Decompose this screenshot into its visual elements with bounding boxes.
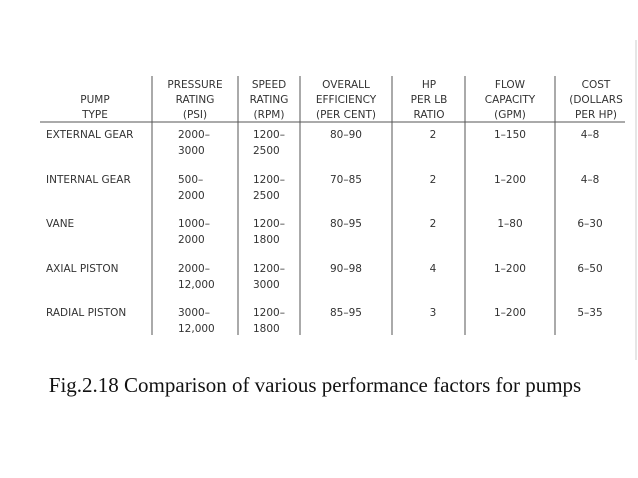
table-cell: 80–95 bbox=[330, 218, 362, 230]
table-cell: 6–30 bbox=[577, 218, 602, 230]
header-cell: OVERALL bbox=[322, 79, 370, 91]
table-cell: 1200– bbox=[253, 174, 285, 186]
header-cell: CAPACITY bbox=[485, 94, 536, 106]
header-cell: RATING bbox=[250, 94, 289, 106]
header-cell: (PSI) bbox=[183, 109, 207, 121]
table-cell: AXIAL PISTON bbox=[46, 263, 118, 275]
header-cell: (PER CENT) bbox=[316, 109, 376, 121]
header-cell: RATIO bbox=[413, 109, 444, 121]
header-cell: TYPE bbox=[81, 109, 108, 121]
table-cell: 1000– bbox=[178, 218, 210, 230]
header-cell: (DOLLARS bbox=[569, 94, 623, 106]
header-cell: RATING bbox=[176, 94, 215, 106]
table-cell: VANE bbox=[46, 218, 74, 230]
table-cell: RADIAL PISTON bbox=[46, 307, 126, 319]
table-cell: 90–98 bbox=[330, 263, 362, 275]
table-cell: 2500 bbox=[253, 190, 280, 202]
table-cell: 4–8 bbox=[581, 174, 600, 186]
table-cell: 1–200 bbox=[494, 174, 526, 186]
table-cell: 3000 bbox=[178, 145, 205, 157]
table-cell: 2000 bbox=[178, 190, 205, 202]
table-cell: 6–50 bbox=[577, 263, 602, 275]
table-cell: 1200– bbox=[253, 129, 285, 141]
header-cell: HP bbox=[422, 79, 436, 91]
table-cell: 2000– bbox=[178, 263, 210, 275]
table-cell: 3000 bbox=[253, 279, 280, 291]
header-cell: FLOW bbox=[495, 79, 526, 91]
table-cell: 2 bbox=[430, 129, 437, 141]
table-cell: 4–8 bbox=[581, 129, 600, 141]
table-cell: 1800 bbox=[253, 323, 280, 335]
table-cell: 80–90 bbox=[330, 129, 362, 141]
table-cell: 2000 bbox=[178, 234, 205, 246]
table-cell: INTERNAL GEAR bbox=[46, 174, 131, 186]
header-cell: PUMP bbox=[80, 94, 109, 106]
table-cell: 3000– bbox=[178, 307, 210, 319]
table-cell: 1200– bbox=[253, 263, 285, 275]
table-cell: 2 bbox=[430, 174, 437, 186]
table-cell: 1200– bbox=[253, 218, 285, 230]
table-cell: 2500 bbox=[253, 145, 280, 157]
table-cell: 1–200 bbox=[494, 263, 526, 275]
table-cell: 5–35 bbox=[577, 307, 602, 319]
header-cell: COST bbox=[582, 79, 611, 91]
table-cell: 12,000 bbox=[178, 323, 215, 335]
header-cell: PRESSURE bbox=[167, 79, 222, 91]
header-cell: PER LB bbox=[411, 94, 448, 106]
table-cell: 500– bbox=[178, 174, 203, 186]
table-cell: 2 bbox=[430, 218, 437, 230]
table: PUMP TYPE PRESSURE RATING (PSI) SPEED RATING (R… bbox=[40, 40, 637, 360]
header-cell: SPEED bbox=[252, 79, 286, 91]
table-cell: 70–85 bbox=[330, 174, 362, 186]
table-cell: 1800 bbox=[253, 234, 280, 246]
caption: Fig.2.18 Comparison of various performan… bbox=[48, 373, 582, 397]
header-cell: (GPM) bbox=[494, 109, 526, 121]
table-cell: 1–150 bbox=[494, 129, 526, 141]
table-cell: 3 bbox=[430, 307, 437, 319]
table-cell: 2000– bbox=[178, 129, 210, 141]
header-cell: EFFICIENCY bbox=[316, 94, 377, 106]
table-cell: 85–95 bbox=[330, 307, 362, 319]
table-cell: 12,000 bbox=[178, 279, 215, 291]
table-cell: 1–80 bbox=[497, 218, 522, 230]
header-cell: PER HP) bbox=[575, 109, 617, 121]
table-cell: 1–200 bbox=[494, 307, 526, 319]
table-cell: 1200– bbox=[253, 307, 285, 319]
table-cell: 4 bbox=[430, 263, 437, 275]
table-cell: EXTERNAL GEAR bbox=[46, 129, 133, 141]
header-cell: (RPM) bbox=[254, 109, 285, 121]
